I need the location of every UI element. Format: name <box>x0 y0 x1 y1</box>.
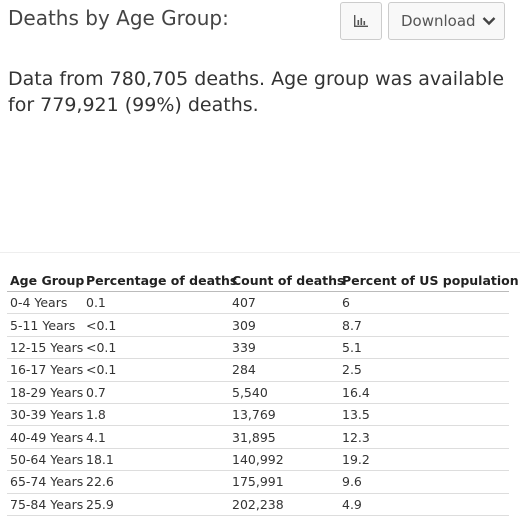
section-divider <box>0 252 520 253</box>
table-cell: 0-4 Years <box>7 291 83 315</box>
table-cell: 22.6 <box>83 470 229 494</box>
table-cell: 50-64 Years <box>7 448 83 472</box>
table-cell: 309 <box>229 313 339 337</box>
column-header: Percentage of deaths <box>83 269 237 292</box>
table-row: 65-74 Years 22.6 175,991 9.6 <box>7 470 509 494</box>
column-header: Percent of US population <box>339 269 519 292</box>
table-row: 40-49 Years 4.1 31,895 12.3 <box>7 425 509 449</box>
deaths-table: Age Group Percentage of deaths Count of … <box>7 269 519 516</box>
table-cell: 2.5 <box>339 358 509 382</box>
table-cell: 407 <box>229 291 339 315</box>
table-cell: 175,991 <box>229 470 339 494</box>
table-cell: 6 <box>339 291 509 315</box>
column-header: Age Group <box>7 269 84 292</box>
table-row: 30-39 Years 1.8 13,769 13.5 <box>7 403 509 427</box>
table-row: 50-64 Years 18.1 140,992 19.2 <box>7 448 509 472</box>
chart-view-button[interactable] <box>340 2 382 40</box>
table-cell: 31,895 <box>229 425 339 449</box>
table-cell: 4.1 <box>83 425 229 449</box>
bar-chart-icon <box>354 15 368 27</box>
table-cell: 12.3 <box>339 425 509 449</box>
table-cell: 13.5 <box>339 403 509 427</box>
table-cell: 9.6 <box>339 470 509 494</box>
table-cell: 140,992 <box>229 448 339 472</box>
page-title: Deaths by Age Group: <box>8 6 229 30</box>
table-header-row: Age Group Percentage of deaths Count of … <box>7 269 519 292</box>
table-cell: 75-84 Years <box>7 493 83 516</box>
table-row: 18-29 Years 0.7 5,540 16.4 <box>7 381 509 404</box>
table-cell: 13,769 <box>229 403 339 427</box>
column-header: Count of deaths <box>229 269 344 292</box>
summary-text: Data from 780,705 deaths. Age group was … <box>8 68 505 116</box>
table-cell: 65-74 Years <box>7 470 83 494</box>
table-cell: 202,238 <box>229 493 339 516</box>
table-cell: 8.7 <box>339 313 509 337</box>
table-cell: 18.1 <box>83 448 229 472</box>
table-row: 12-15 Years <0.1 339 5.1 <box>7 336 509 360</box>
chevron-down-icon <box>482 17 496 26</box>
table-cell: 284 <box>229 358 339 382</box>
table-row: 75-84 Years 25.9 202,238 4.9 <box>7 493 509 516</box>
table-cell: 40-49 Years <box>7 425 83 449</box>
table-cell: 19.2 <box>339 448 509 472</box>
table-cell: 1.8 <box>83 403 229 427</box>
table-cell: <0.1 <box>83 358 229 382</box>
table-cell: 0.1 <box>83 291 229 315</box>
table-cell: 0.7 <box>83 381 229 404</box>
table-cell: 339 <box>229 336 339 360</box>
table-cell: 4.9 <box>339 493 509 516</box>
table-cell: 16.4 <box>339 381 509 404</box>
table-cell: 12-15 Years <box>7 336 83 360</box>
table-row: 0-4 Years 0.1 407 6 <box>7 291 509 315</box>
table-cell: <0.1 <box>83 313 229 337</box>
table-cell: 30-39 Years <box>7 403 83 427</box>
download-label: Download <box>401 12 476 30</box>
download-button[interactable]: Download <box>388 2 505 40</box>
table-row: 5-11 Years <0.1 309 8.7 <box>7 313 509 337</box>
table-cell: 5.1 <box>339 336 509 360</box>
table-cell: <0.1 <box>83 336 229 360</box>
table-cell: 5-11 Years <box>7 313 83 337</box>
table-cell: 16-17 Years <box>7 358 83 382</box>
table-row: 16-17 Years <0.1 284 2.5 <box>7 358 509 382</box>
table-cell: 5,540 <box>229 381 339 404</box>
table-cell: 25.9 <box>83 493 229 516</box>
table-cell: 18-29 Years <box>7 381 83 404</box>
